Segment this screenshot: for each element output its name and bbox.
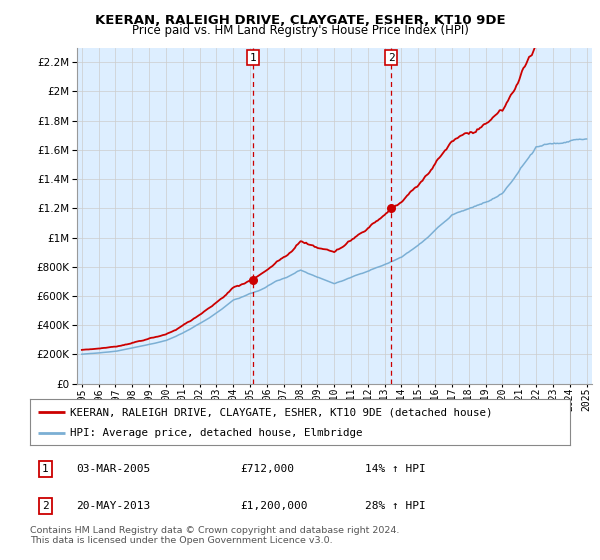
Text: Contains HM Land Registry data © Crown copyright and database right 2024.: Contains HM Land Registry data © Crown c… [30, 526, 400, 535]
Text: £1,200,000: £1,200,000 [241, 501, 308, 511]
Point [386, 204, 396, 213]
Text: HPI: Average price, detached house, Elmbridge: HPI: Average price, detached house, Elmb… [71, 428, 363, 438]
Text: KEERAN, RALEIGH DRIVE, CLAYGATE, ESHER, KT10 9DE: KEERAN, RALEIGH DRIVE, CLAYGATE, ESHER, … [95, 14, 505, 27]
Text: 1: 1 [250, 53, 256, 63]
Text: 28% ↑ HPI: 28% ↑ HPI [365, 501, 425, 511]
Text: This data is licensed under the Open Government Licence v3.0.: This data is licensed under the Open Gov… [30, 536, 332, 545]
Text: 03-MAR-2005: 03-MAR-2005 [76, 464, 150, 474]
Text: 2: 2 [42, 501, 49, 511]
Text: Price paid vs. HM Land Registry's House Price Index (HPI): Price paid vs. HM Land Registry's House … [131, 24, 469, 37]
Text: £712,000: £712,000 [241, 464, 295, 474]
Text: 2: 2 [388, 53, 394, 63]
Point [248, 275, 258, 284]
Text: 20-MAY-2013: 20-MAY-2013 [76, 501, 150, 511]
Text: 1: 1 [42, 464, 49, 474]
Text: 14% ↑ HPI: 14% ↑ HPI [365, 464, 425, 474]
Text: KEERAN, RALEIGH DRIVE, CLAYGATE, ESHER, KT10 9DE (detached house): KEERAN, RALEIGH DRIVE, CLAYGATE, ESHER, … [71, 407, 493, 417]
